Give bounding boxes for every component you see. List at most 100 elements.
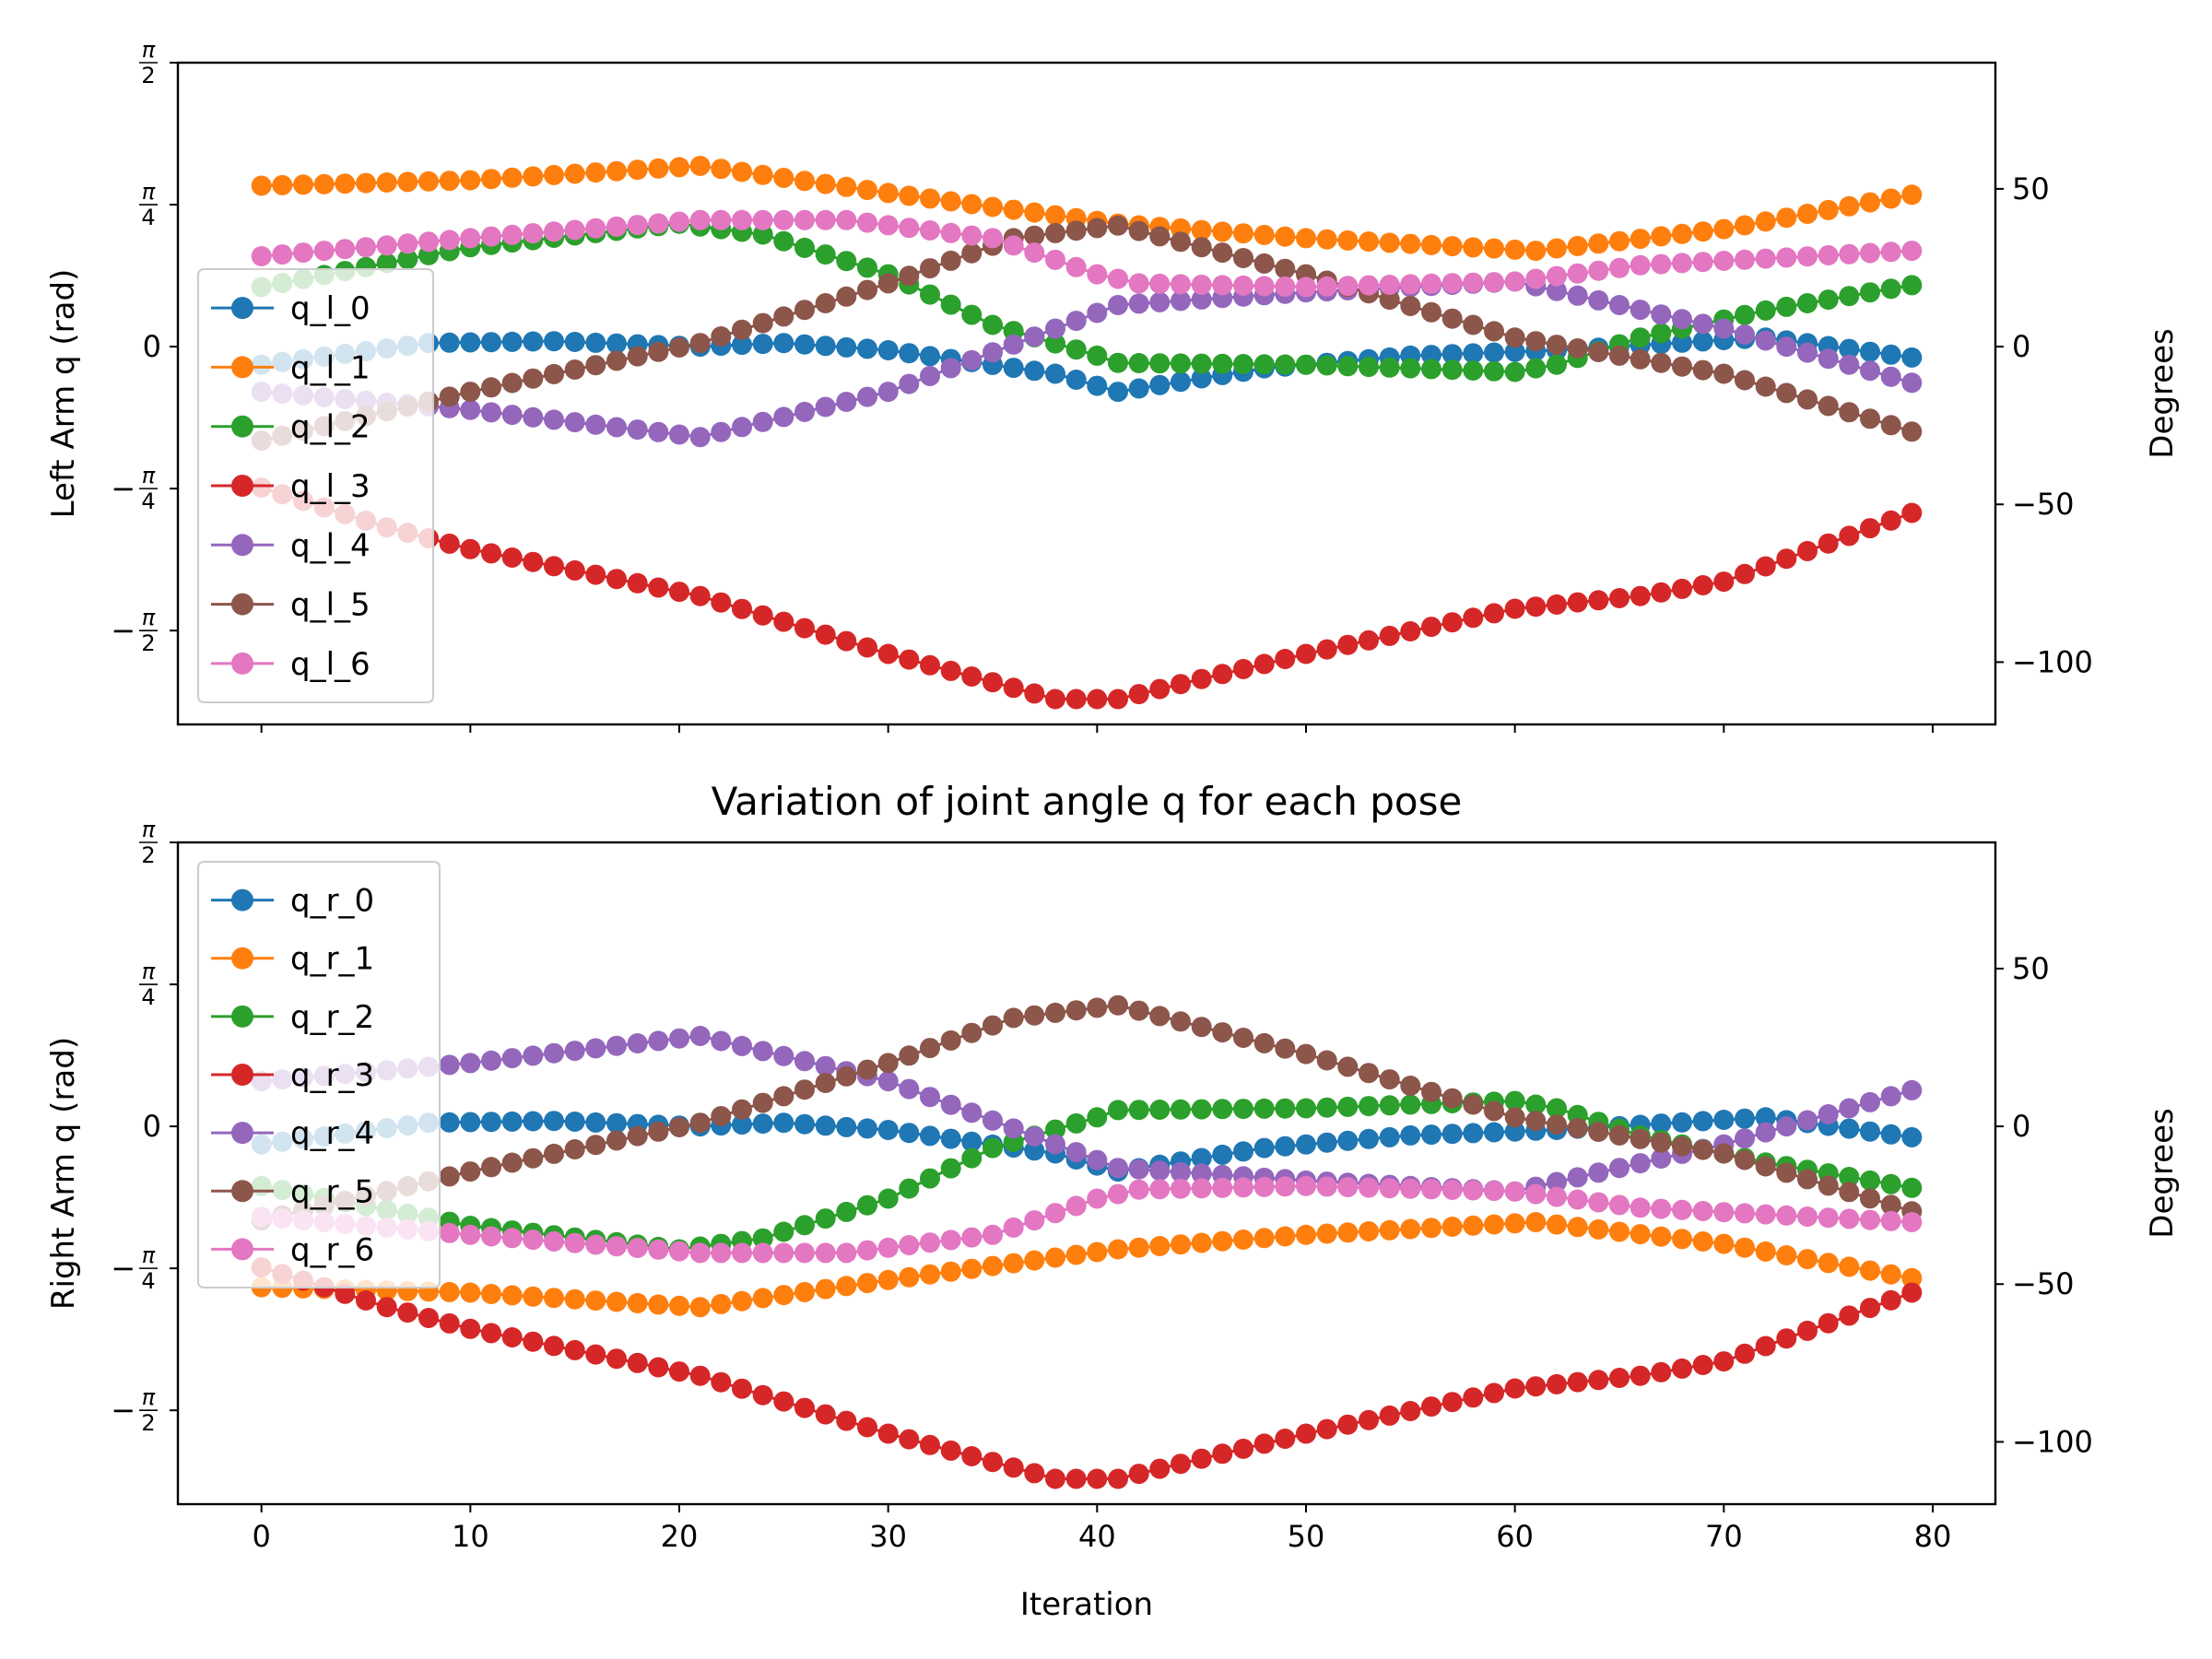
data-point	[1212, 242, 1233, 264]
data-point	[523, 166, 544, 187]
data-point	[439, 171, 460, 192]
data-point	[1233, 1177, 1253, 1198]
data-point	[836, 1276, 857, 1297]
data-point	[1441, 236, 1463, 257]
data-point	[1128, 684, 1149, 705]
data-point	[1547, 280, 1567, 301]
data-point	[877, 643, 899, 665]
data-point	[1087, 1107, 1108, 1128]
data-point	[1191, 219, 1212, 241]
data-point	[752, 1288, 773, 1309]
data-point	[711, 1106, 732, 1126]
data-point	[1191, 1178, 1212, 1199]
data-point	[752, 1092, 773, 1113]
data-point	[418, 231, 439, 253]
data-point	[1880, 1124, 1901, 1145]
data-point	[773, 1242, 794, 1264]
data-point	[669, 157, 689, 178]
data-point	[481, 1323, 501, 1344]
data-point	[1316, 1176, 1337, 1197]
data-point	[1359, 357, 1379, 378]
data-point	[940, 1440, 961, 1461]
data-point	[1191, 1017, 1212, 1038]
data-point	[523, 406, 544, 428]
data-point	[1755, 211, 1776, 232]
data-point	[1755, 1122, 1776, 1143]
data-point	[794, 1397, 815, 1418]
data-point	[815, 624, 836, 645]
data-point	[356, 172, 376, 194]
data-point	[857, 180, 877, 201]
data-point	[1463, 1387, 1484, 1408]
y-tick-label-left-fraction: π2−	[111, 1384, 158, 1436]
data-point	[815, 293, 836, 313]
data-point	[752, 1228, 773, 1249]
data-point	[1839, 243, 1860, 265]
data-point	[1191, 1099, 1212, 1120]
data-point	[794, 1215, 815, 1236]
data-point	[1065, 1195, 1087, 1217]
data-point	[460, 382, 481, 403]
data-point	[961, 242, 982, 264]
data-point	[1839, 1098, 1860, 1119]
fraction-denominator: 4	[141, 205, 155, 230]
data-point	[313, 173, 335, 194]
data-point	[1212, 1144, 1233, 1165]
data-point	[1735, 1237, 1755, 1258]
fraction-denominator: 2	[141, 842, 155, 868]
data-point	[1860, 282, 1880, 303]
data-point	[1713, 318, 1735, 339]
data-point	[836, 392, 857, 412]
data-point	[481, 1157, 501, 1178]
data-point	[711, 1371, 732, 1393]
data-point	[1735, 1149, 1755, 1171]
data-point	[1609, 1124, 1630, 1146]
data-point	[836, 251, 857, 272]
data-point	[1087, 375, 1108, 396]
data-point	[1651, 1226, 1672, 1247]
data-point	[1880, 366, 1901, 387]
data-point	[439, 1312, 460, 1334]
legend-label: q_r_2	[290, 999, 374, 1036]
data-point	[1525, 1212, 1547, 1232]
data-point	[1860, 192, 1880, 213]
data-point	[1359, 231, 1379, 253]
data-point	[732, 1290, 752, 1312]
data-point	[501, 1048, 523, 1069]
data-point	[961, 1446, 982, 1466]
legend-marker-swatch	[231, 356, 253, 379]
data-point	[1441, 1124, 1463, 1145]
data-point	[1233, 275, 1253, 296]
data-point	[1901, 1177, 1923, 1198]
data-point	[1672, 1112, 1692, 1133]
data-point	[1296, 1423, 1316, 1444]
data-point	[1609, 1194, 1630, 1216]
data-point	[920, 1434, 940, 1455]
fraction-numerator: π	[142, 1384, 156, 1410]
data-point	[1108, 1158, 1128, 1179]
data-point	[1379, 275, 1400, 295]
legend-box	[197, 861, 441, 1288]
data-point	[1296, 1134, 1316, 1155]
data-point	[564, 1041, 585, 1062]
data-point	[1379, 1178, 1400, 1199]
data-point	[982, 1255, 1003, 1277]
data-point	[711, 1293, 732, 1314]
data-point	[1045, 688, 1065, 710]
data-point	[752, 1113, 773, 1135]
data-point	[251, 175, 272, 196]
fraction-minus-sign: −	[111, 471, 135, 506]
data-point	[1672, 253, 1692, 274]
data-point	[1630, 585, 1651, 606]
data-point	[773, 333, 794, 354]
data-point	[585, 1344, 606, 1365]
data-point	[460, 1318, 481, 1339]
data-point	[920, 1264, 940, 1285]
legend-label: q_r_0	[290, 883, 374, 920]
data-point	[501, 1327, 523, 1347]
right-arm-ylabel-degrees: Degrees	[2144, 1108, 2181, 1238]
data-point	[669, 1295, 689, 1316]
data-point	[1024, 1140, 1045, 1161]
data-point	[627, 159, 648, 181]
data-point	[523, 1045, 544, 1066]
